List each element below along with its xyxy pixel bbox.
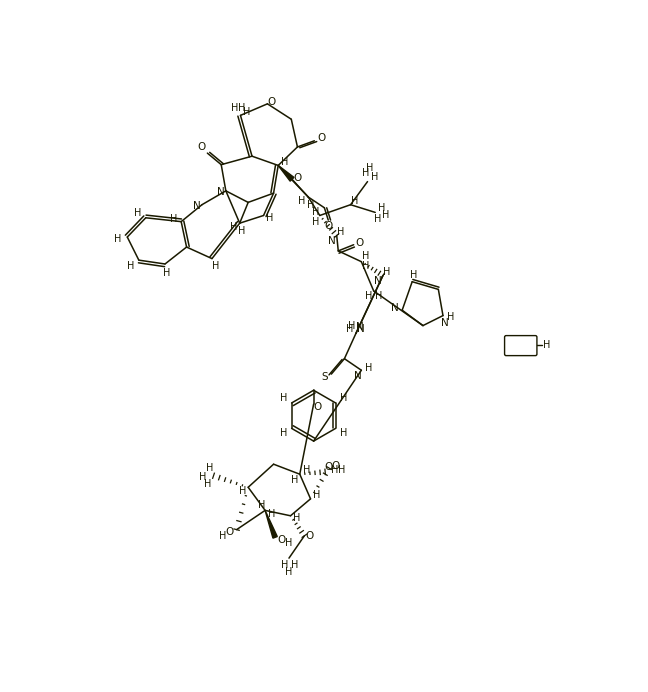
Text: H: H (365, 291, 373, 301)
Polygon shape (265, 511, 277, 538)
Text: H: H (312, 217, 319, 227)
Text: H: H (371, 172, 378, 182)
FancyBboxPatch shape (505, 336, 537, 356)
Text: H: H (203, 479, 211, 489)
Text: O: O (324, 221, 332, 231)
Text: H: H (340, 428, 347, 438)
Text: H: H (365, 363, 373, 373)
Text: H: H (238, 226, 246, 236)
Text: H: H (128, 262, 135, 271)
Text: H: H (307, 200, 314, 210)
Text: N: N (329, 236, 336, 246)
Text: O: O (294, 173, 301, 183)
Text: H: H (291, 560, 298, 570)
Text: N: N (356, 325, 364, 334)
Text: H: H (268, 509, 275, 519)
Text: N: N (375, 276, 382, 286)
Text: H: H (447, 312, 454, 322)
Text: O: O (331, 461, 340, 471)
Text: H: H (285, 567, 293, 577)
Text: O: O (277, 535, 285, 545)
Text: H: H (298, 196, 306, 206)
Text: H: H (243, 107, 250, 116)
Text: H: H (281, 560, 289, 570)
Text: H: H (383, 266, 391, 277)
Text: H: H (362, 262, 369, 271)
Text: H: H (366, 163, 373, 173)
Text: H: H (231, 103, 238, 113)
Text: H: H (281, 156, 288, 167)
Text: H: H (239, 486, 246, 496)
Polygon shape (278, 165, 294, 181)
Text: H: H (219, 531, 226, 541)
Text: H: H (362, 251, 369, 262)
Text: H: H (134, 208, 142, 218)
Text: H: H (346, 325, 354, 334)
Text: H: H (543, 340, 551, 350)
Text: O: O (314, 402, 321, 412)
Text: Abs: Abs (511, 340, 529, 350)
Text: H: H (382, 210, 389, 220)
Text: N: N (192, 201, 200, 211)
Text: H: H (313, 490, 320, 500)
Text: H: H (312, 207, 319, 217)
Text: N: N (441, 318, 449, 328)
Text: S: S (321, 372, 328, 382)
Text: H: H (212, 260, 220, 271)
Text: H: H (374, 215, 381, 224)
Text: H: H (375, 291, 383, 301)
Text: H: H (285, 538, 293, 549)
Text: H: H (114, 235, 122, 244)
Text: H: H (238, 103, 245, 113)
Text: H: H (351, 196, 358, 206)
Text: N: N (354, 372, 362, 381)
Text: H: H (378, 203, 386, 212)
Text: H: H (349, 320, 356, 331)
Text: H: H (280, 428, 287, 438)
Text: H: H (303, 465, 310, 475)
Text: H: H (292, 475, 299, 485)
Text: O: O (306, 531, 314, 541)
Text: O: O (267, 98, 275, 107)
Text: H: H (163, 268, 170, 278)
Text: N: N (216, 188, 224, 197)
Text: O: O (356, 238, 364, 248)
Text: O: O (226, 527, 234, 537)
Text: N: N (391, 303, 399, 313)
Text: O: O (198, 142, 206, 152)
Text: H: H (410, 270, 417, 280)
Text: H: H (170, 215, 177, 224)
Text: H: H (338, 464, 345, 475)
Text: H: H (266, 213, 273, 223)
Text: H: H (293, 513, 301, 523)
Text: H: H (280, 393, 287, 403)
Text: H: H (199, 472, 207, 482)
Text: H: H (340, 393, 347, 403)
Text: H: H (257, 500, 265, 510)
Text: N: N (356, 322, 364, 332)
Text: H: H (206, 463, 213, 473)
Text: H: H (230, 222, 237, 232)
Text: H: H (362, 168, 369, 178)
Text: O: O (324, 462, 332, 472)
Text: H: H (332, 465, 339, 475)
Text: O: O (317, 134, 325, 143)
Text: H: H (337, 227, 344, 237)
